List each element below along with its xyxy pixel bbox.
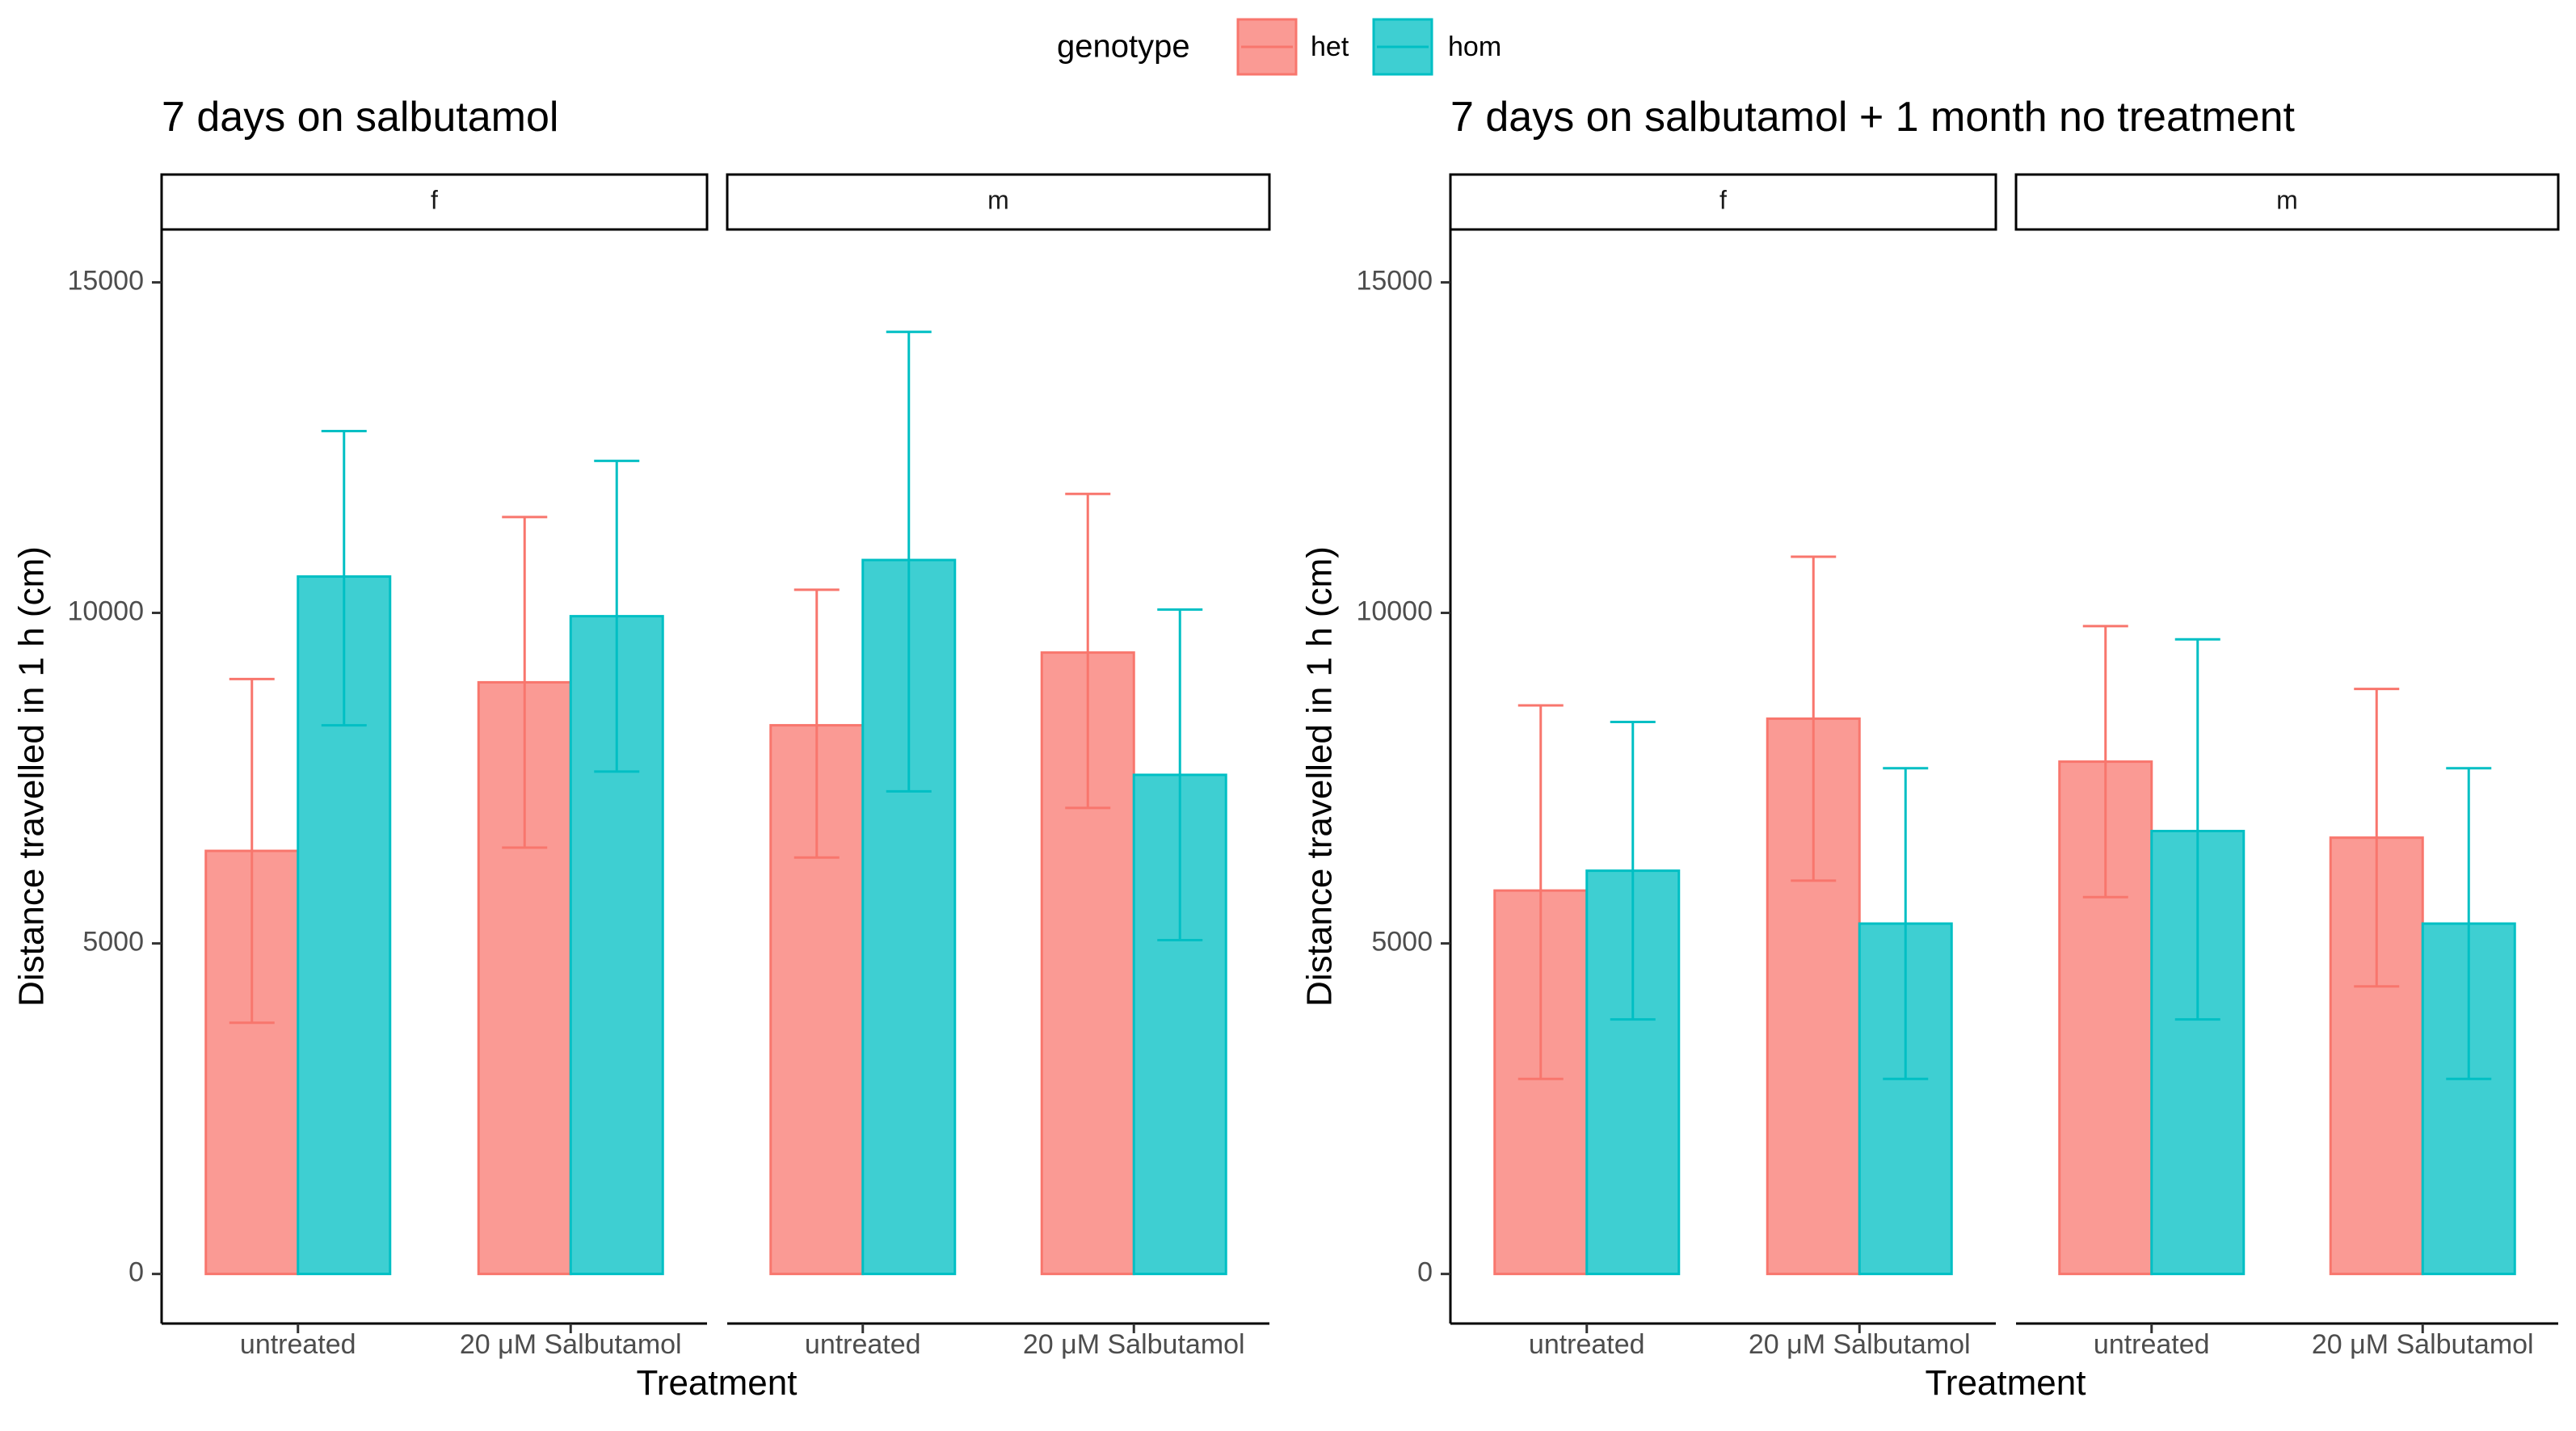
x-tick-label: 20 μM Salbutamol <box>1023 1329 1245 1360</box>
facet-f: f untreated 20 μM Salbutamol <box>160 173 709 1360</box>
facet-f: f untreated 20 μM Salbutamol <box>1449 173 1997 1360</box>
x-tick-label: 20 μM Salbutamol <box>2312 1329 2534 1360</box>
facet-strip-label: f <box>431 185 438 214</box>
y-tick-label: 15000 <box>1356 265 1433 296</box>
bar-hom <box>2150 829 2246 1276</box>
y-tick-label: 0 <box>1417 1257 1433 1288</box>
plot-title: 7 days on salbutamol <box>162 94 558 141</box>
facet-m: m untreated 20 μM Salbutamol <box>2014 173 2560 1360</box>
facet-strip-label: m <box>2276 185 2298 214</box>
legend-title: genotype <box>1057 29 1190 65</box>
y-tick-label: 10000 <box>1356 596 1433 626</box>
y-tick-label: 5000 <box>1371 927 1433 958</box>
y-tick-label: 15000 <box>67 265 144 296</box>
x-tick-label: untreated <box>1529 1329 1645 1360</box>
y-axis-title: Distance travelled in 1 h (cm) <box>1300 546 1340 1007</box>
facet-strip-label: m <box>987 185 1009 214</box>
facet-strip <box>726 173 1271 231</box>
x-tick-label: untreated <box>805 1329 921 1360</box>
plot-1: 7 days on salbutamol 0 5000 10000 15000 Dista… <box>12 94 1271 1403</box>
x-axis-title: Treatment <box>1926 1363 2086 1403</box>
legend-label-het: het <box>1311 32 1349 62</box>
y-tick-label: 10000 <box>67 596 144 626</box>
facet-m: m untreated 20 μM Salbutamol <box>726 173 1271 1360</box>
facet-strip <box>1449 173 1997 231</box>
plot-2: 7 days on salbutamol + 1 month no treatm… <box>1300 94 2560 1403</box>
y-axis-title: Distance travelled in 1 h (cm) <box>12 546 52 1007</box>
facet-strip <box>160 173 709 231</box>
x-tick-label: untreated <box>2094 1329 2210 1360</box>
legend: genotype het hom <box>1057 18 1501 76</box>
y-tick-label: 5000 <box>82 927 144 958</box>
legend-label-hom: hom <box>1448 32 1501 62</box>
x-tick-label: untreated <box>240 1329 356 1360</box>
bar-hom <box>2421 922 2516 1276</box>
facet-strip-label: f <box>1719 185 1727 214</box>
x-tick-label: 20 μM Salbutamol <box>1749 1329 1971 1360</box>
facet-strip <box>2014 173 2560 231</box>
y-tick-label: 0 <box>128 1257 144 1288</box>
x-axis-title: Treatment <box>637 1363 798 1403</box>
plot-title: 7 days on salbutamol + 1 month no treatm… <box>1450 94 2296 141</box>
x-tick-label: 20 μM Salbutamol <box>460 1329 682 1360</box>
